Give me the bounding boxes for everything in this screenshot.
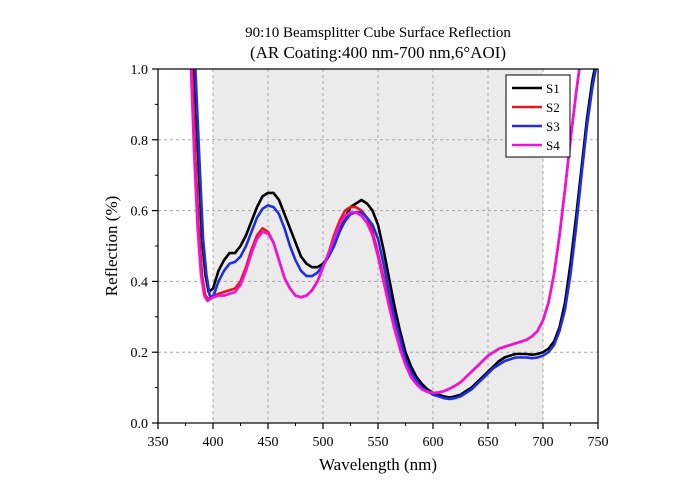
chart-title: 90:10 Beamsplitter Cube Surface Reflecti… — [245, 25, 511, 41]
legend-label-s1: S1 — [546, 81, 560, 96]
x-tick-label: 550 — [368, 435, 389, 450]
x-axis-label: Wavelength (nm) — [319, 455, 437, 474]
y-tick-label: 0.6 — [131, 205, 149, 220]
legend-label-s4: S4 — [546, 138, 560, 153]
series-line-s3 — [194, 69, 598, 401]
x-tick-label: 350 — [148, 435, 169, 450]
legend-label-s3: S3 — [546, 119, 560, 134]
chart-subtitle: (AR Coating:400 nm-700 nm,6°AOI) — [250, 43, 506, 62]
x-tick-label: 500 — [313, 435, 334, 450]
x-tick-label: 600 — [423, 435, 444, 450]
y-tick-label: 0.8 — [131, 134, 149, 149]
y-axis-label: Reflection (%) — [102, 196, 121, 297]
y-tick-label: 0.2 — [131, 346, 149, 361]
legend: S1 S2 S3 S4 — [505, 74, 571, 158]
x-tick-label: 400 — [203, 435, 224, 450]
x-tick-label: 700 — [533, 435, 554, 450]
series-line-s4 — [189, 69, 581, 395]
tick-labels: 350 400 450 500 550 600 650 700 750 0.0 0.2 0.4 0.6 0… — [131, 63, 609, 450]
legend-label-s2: S2 — [546, 100, 560, 115]
x-tick-label: 450 — [258, 435, 279, 450]
series-line-s1 — [193, 69, 596, 399]
y-tick-label: 0.4 — [131, 275, 149, 290]
y-tick-label: 1.0 — [131, 63, 149, 78]
axes — [152, 68, 599, 429]
y-tick-label: 0.0 — [131, 417, 149, 432]
x-tick-label: 650 — [478, 435, 499, 450]
series-layer — [189, 69, 598, 401]
x-tick-label: 750 — [588, 435, 609, 450]
